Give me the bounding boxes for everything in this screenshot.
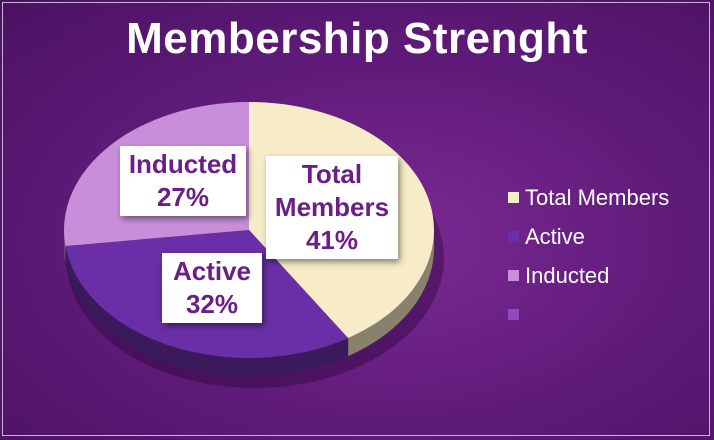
chart-title: Membership Strenght [126, 14, 588, 63]
legend-swatch [508, 270, 519, 281]
legend-item-inducted: Inducted [508, 256, 669, 295]
data-label-total-members: Total Members 41% [266, 156, 398, 259]
legend-label: Total Members [525, 184, 670, 210]
legend-item-empty [508, 295, 669, 334]
data-label-line: 32% [185, 289, 239, 319]
legend-swatch [508, 309, 519, 320]
data-label-active: Active 32% [162, 253, 262, 323]
legend-label: Active [525, 223, 585, 249]
legend-swatch [508, 192, 519, 203]
data-label-line: 27% [156, 182, 210, 212]
legend-swatch [508, 231, 519, 242]
pie-side-active [65, 246, 349, 376]
legend-item-active: Active [508, 217, 669, 256]
data-label-line: Total Members [274, 159, 390, 222]
legend-item-total-members: Total Members [508, 178, 669, 217]
data-label-line: 41% [305, 225, 359, 255]
data-label-line: Inducted [128, 149, 238, 179]
legend-label: Inducted [525, 262, 610, 288]
pie-side-inducted [64, 230, 66, 265]
pie-side-total-members [348, 230, 434, 357]
data-label-inducted: Inducted 27% [120, 146, 246, 216]
legend: Total Members Active Inducted [508, 178, 669, 334]
data-label-line: Active [172, 256, 252, 286]
